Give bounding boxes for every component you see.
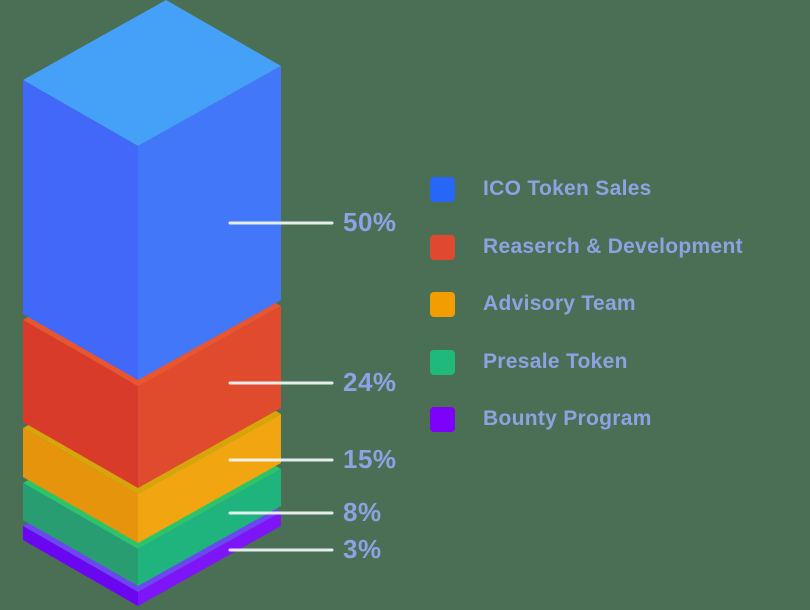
percent-label: 8%	[343, 497, 382, 527]
segment-right-face	[138, 306, 281, 488]
segment-left-face	[23, 526, 138, 606]
percent-label: 15%	[343, 444, 397, 474]
segment-left-face	[23, 320, 138, 488]
segment-right-face	[138, 414, 281, 543]
segment-left-face	[23, 80, 138, 380]
percent-label: 24%	[343, 367, 397, 397]
segment-right-face	[138, 66, 281, 380]
segment-left-face	[23, 428, 138, 543]
percent-label: 3%	[343, 534, 382, 564]
bar-segment-ico-token-sales	[23, 0, 281, 380]
segment-top-face	[23, 0, 281, 146]
segment-right-face	[138, 469, 281, 586]
segment-right-face	[138, 512, 281, 606]
segment-left-face	[23, 483, 138, 586]
percent-label: 50%	[343, 207, 397, 237]
